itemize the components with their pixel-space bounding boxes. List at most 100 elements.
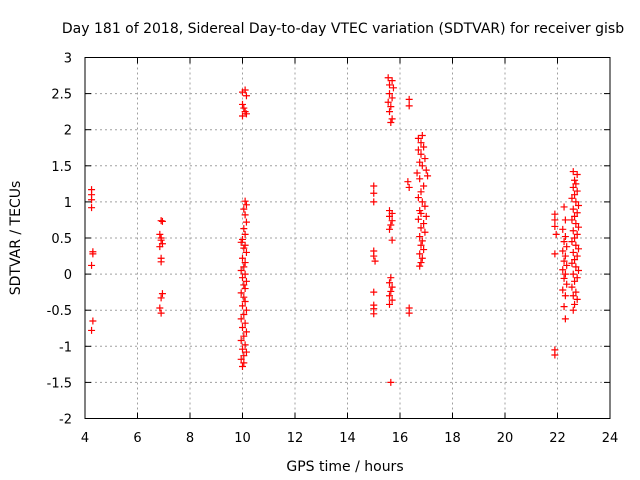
- data-point: [388, 296, 396, 304]
- data-point: [572, 288, 580, 296]
- data-point: [240, 311, 248, 319]
- data-point: [237, 266, 245, 274]
- data-point: [575, 266, 582, 274]
- data-point: [388, 77, 396, 85]
- y-tick-label: -1.5: [47, 376, 72, 391]
- y-tick-label: 1: [64, 196, 72, 211]
- data-point: [417, 150, 425, 158]
- data-point: [405, 309, 413, 317]
- data-point: [387, 118, 395, 126]
- data-point: [561, 252, 569, 260]
- data-point: [388, 217, 396, 225]
- data-point: [552, 230, 560, 238]
- data-point: [575, 223, 582, 231]
- data-point: [240, 244, 248, 252]
- data-point: [414, 146, 422, 154]
- data-point: [572, 220, 580, 228]
- data-point: [156, 230, 164, 238]
- data-point: [573, 209, 581, 217]
- data-point: [414, 134, 422, 142]
- data-point: [563, 243, 571, 251]
- data-point: [417, 224, 425, 232]
- data-point: [241, 341, 249, 349]
- y-tick-label: 1.5: [51, 160, 72, 175]
- data-point: [569, 306, 577, 314]
- data-point: [551, 351, 559, 359]
- data-point: [561, 233, 569, 241]
- data-point: [388, 115, 396, 123]
- x-tick-labels: 4 6 8 10 12 14 16 18 20 22 24: [81, 431, 618, 446]
- data-point: [370, 198, 378, 206]
- data-point: [240, 293, 248, 301]
- y-tick-label: 0.5: [51, 232, 72, 247]
- data-point: [575, 202, 582, 210]
- data-point: [388, 283, 396, 291]
- data-point: [237, 289, 245, 297]
- data-point: [240, 104, 248, 112]
- data-point: [370, 310, 378, 318]
- data-point: [240, 225, 248, 233]
- data-point: [573, 274, 581, 282]
- data-point: [571, 256, 579, 264]
- data-point: [242, 348, 250, 356]
- data-point: [156, 304, 164, 312]
- data-point: [569, 292, 577, 300]
- data-point: [158, 290, 166, 298]
- data-point: [424, 172, 432, 180]
- data-point: [569, 168, 577, 176]
- data-point: [569, 183, 577, 191]
- data-point: [416, 175, 424, 183]
- data-point: [240, 352, 248, 360]
- data-point: [559, 225, 567, 233]
- y-tick-label: 2.5: [51, 88, 72, 103]
- data-point: [551, 250, 559, 258]
- data-point: [571, 176, 579, 184]
- data-point: [241, 197, 249, 205]
- data-point: [568, 259, 576, 267]
- data-point: [239, 324, 246, 332]
- data-point: [405, 183, 413, 191]
- data-point: [421, 202, 429, 210]
- data-point: [571, 277, 579, 285]
- data-point: [387, 274, 395, 282]
- y-tick-label: -2: [59, 413, 72, 428]
- data-point: [563, 280, 571, 288]
- data-point: [575, 245, 582, 253]
- y-axis-label: SDTVAR / TECUs: [8, 181, 24, 296]
- data-point: [418, 162, 426, 170]
- data-point: [370, 252, 378, 260]
- data-point: [88, 326, 96, 334]
- data-point: [239, 112, 246, 120]
- data-point: [388, 236, 396, 244]
- data-point: [561, 270, 569, 278]
- data-point: [568, 216, 576, 224]
- data-point: [241, 319, 249, 327]
- data-point: [413, 169, 421, 177]
- data-point: [240, 359, 248, 367]
- data-point: [370, 189, 378, 197]
- data-point: [241, 230, 249, 238]
- data-point: [420, 220, 428, 228]
- data-point: [239, 363, 246, 371]
- data-point: [156, 243, 164, 251]
- data-point: [242, 328, 250, 336]
- chart-title: Day 181 of 2018, Sidereal Day-to-day VTE…: [62, 21, 624, 37]
- data-point: [416, 158, 424, 166]
- data-point: [561, 315, 569, 323]
- data-point: [386, 90, 393, 98]
- data-point: [559, 266, 567, 274]
- data-point: [239, 274, 246, 282]
- data-point: [573, 170, 581, 178]
- data-point: [387, 287, 395, 295]
- data-point: [416, 233, 424, 241]
- data-point: [422, 212, 430, 220]
- data-point: [240, 263, 248, 271]
- data-point: [237, 355, 245, 363]
- data-point: [386, 212, 393, 220]
- data-point: [572, 180, 580, 188]
- data-point: [417, 209, 425, 217]
- data-point: [157, 236, 165, 244]
- data-point: [417, 259, 425, 267]
- data-point: [416, 262, 424, 270]
- data-point: [388, 94, 396, 102]
